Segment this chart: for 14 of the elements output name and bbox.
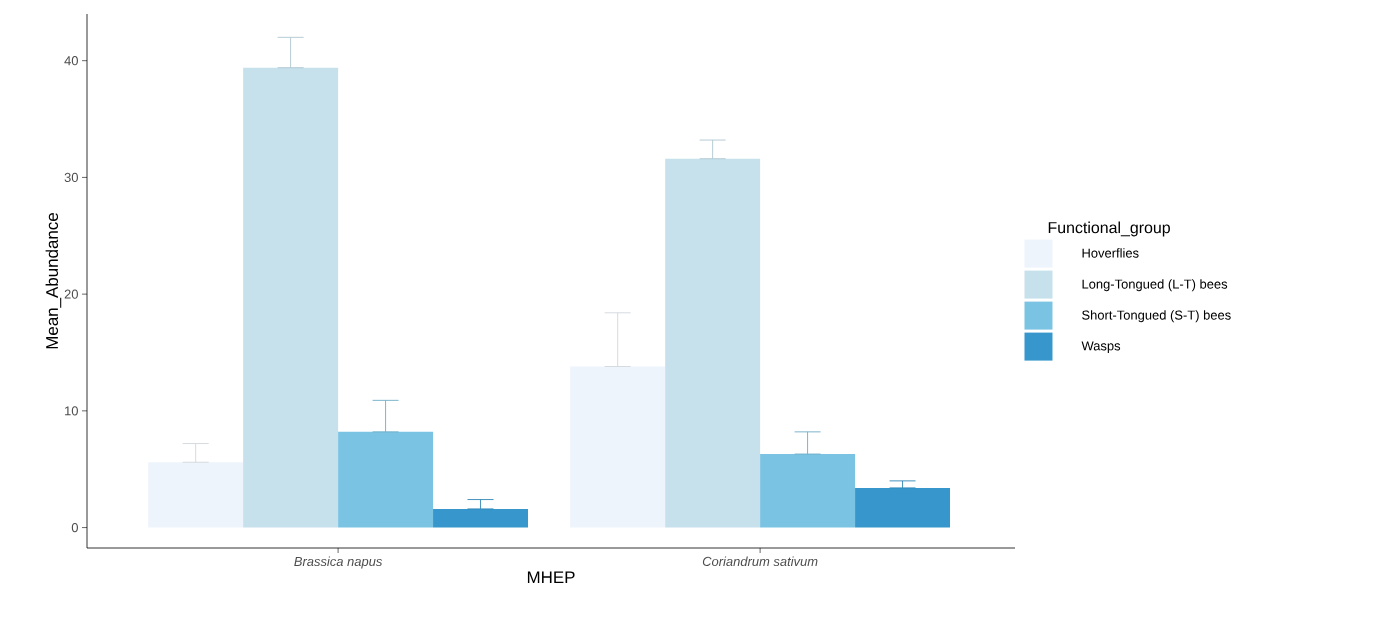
legend-label: Wasps xyxy=(1081,341,1121,353)
y-axis-title: Mean_Abundance xyxy=(45,213,62,349)
y-tick-label: 20 xyxy=(64,289,78,299)
y-tick-label: 10 xyxy=(65,406,78,416)
x-axis-title: MHEP xyxy=(527,571,575,584)
legend-title: Functional_group xyxy=(1048,221,1170,237)
x-tick-label: Coriandrum sativum xyxy=(702,556,818,567)
legend-label: Long-Tongued (L-T) bees xyxy=(1082,279,1228,292)
y-tick-label: 40 xyxy=(64,56,78,66)
legend-label: Short-Tongued (S-T) bees xyxy=(1082,310,1231,323)
y-tick-label: 0 xyxy=(71,522,78,533)
y-tick-label: 30 xyxy=(64,172,78,182)
legend-label: Hoverflies xyxy=(1082,248,1139,258)
x-tick-label: Brassica napus xyxy=(294,556,383,569)
